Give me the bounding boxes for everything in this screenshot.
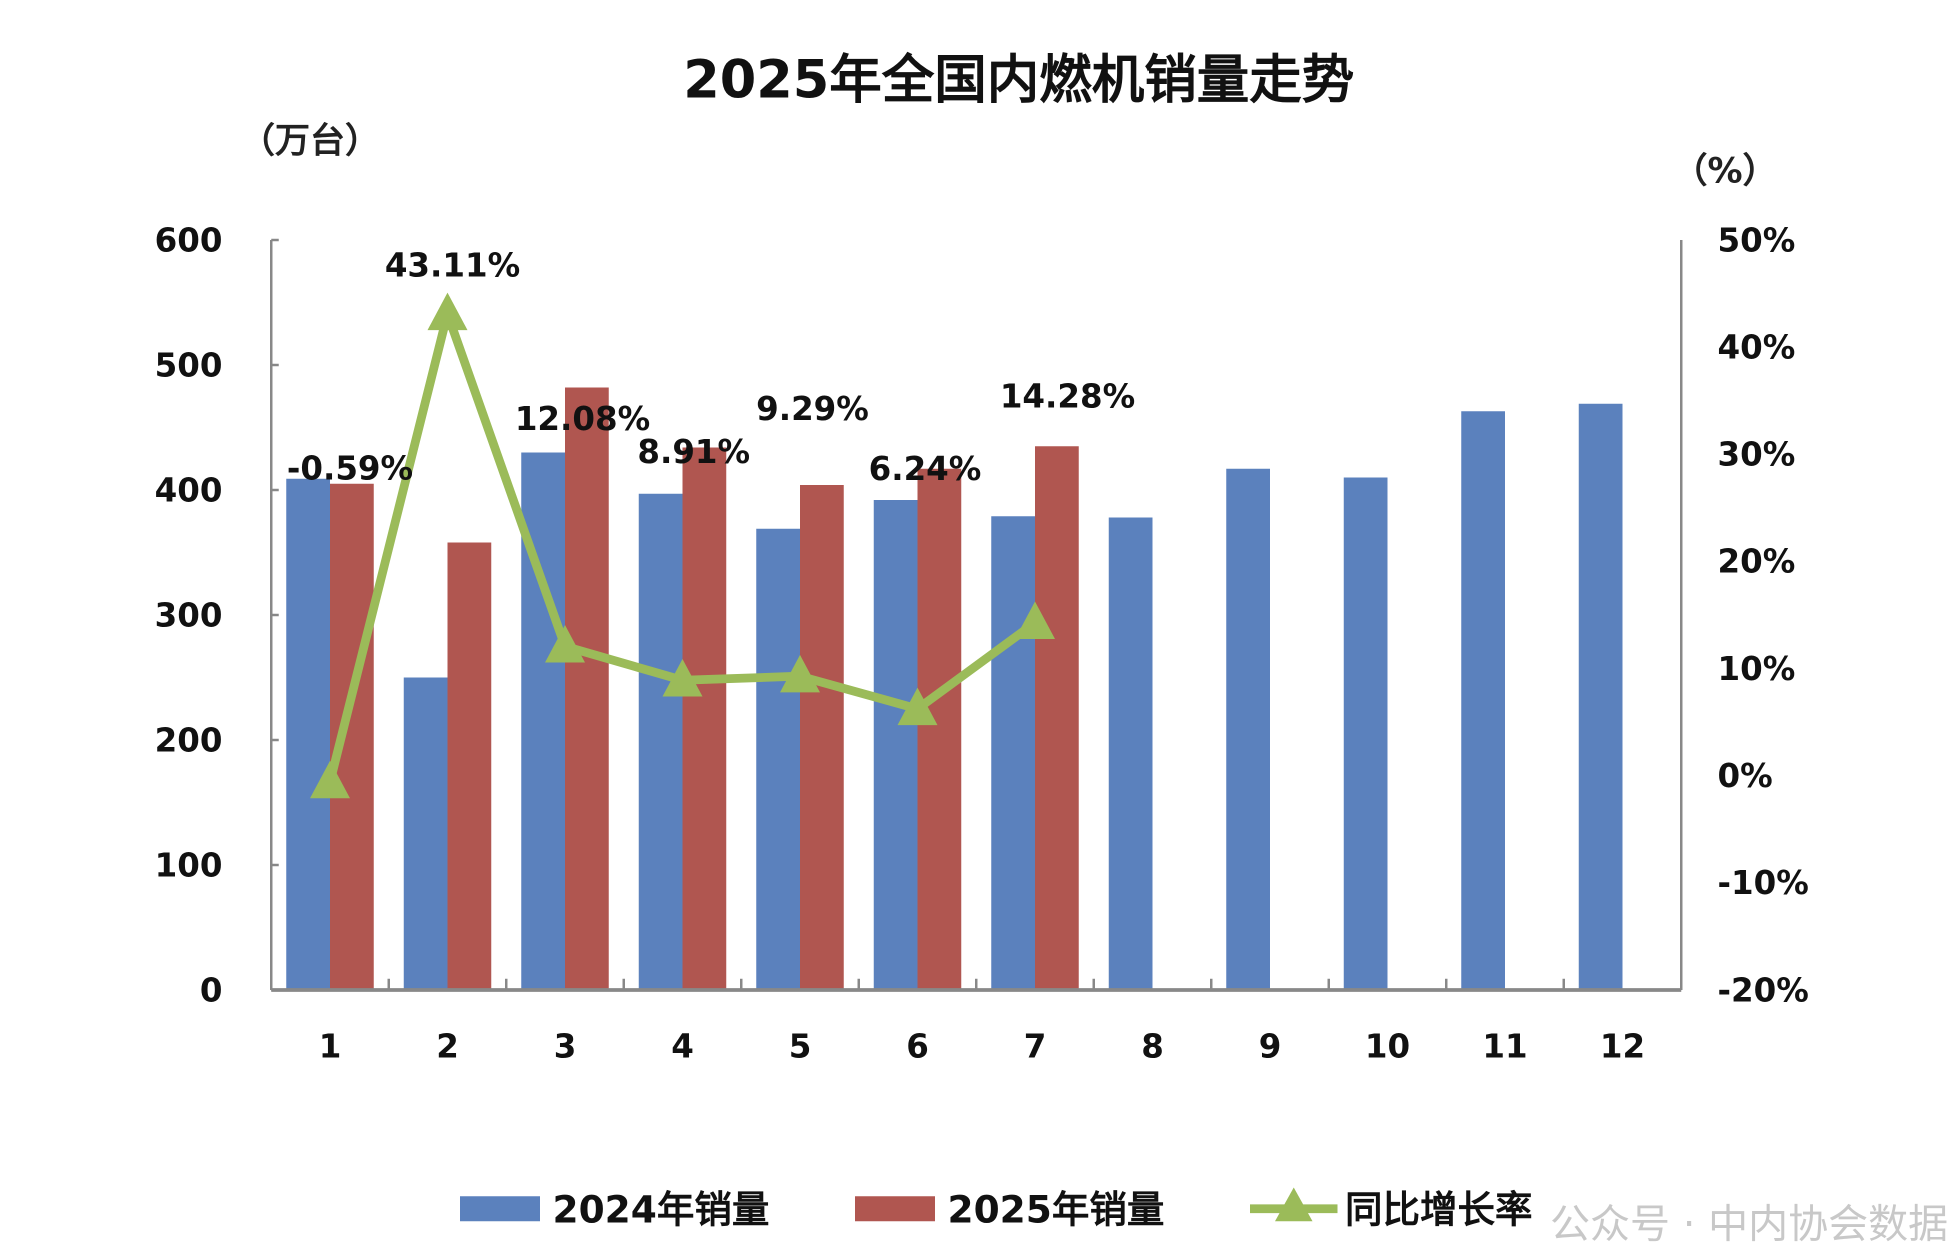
bar-2024-month-1 bbox=[286, 478, 330, 990]
bar-2024-month-4 bbox=[638, 493, 683, 990]
growth-data-label: 12.08% bbox=[515, 400, 650, 438]
left-tick-label: 200 bbox=[155, 721, 223, 759]
bar-2025-month-1 bbox=[330, 483, 374, 990]
right-tick-label: 20% bbox=[1718, 543, 1796, 581]
bar-2025-month-4 bbox=[682, 447, 727, 990]
left-axis-unit: （万台） bbox=[240, 122, 380, 162]
growth-data-label: 9.29% bbox=[756, 390, 869, 428]
x-tick-label: 12 bbox=[1600, 1028, 1645, 1066]
x-tick-label: 3 bbox=[554, 1028, 577, 1066]
growth-data-label: 43.11% bbox=[385, 246, 520, 284]
growth-marker-month-5 bbox=[780, 654, 820, 693]
x-tick-label: 10 bbox=[1365, 1028, 1410, 1066]
growth-marker-month-3 bbox=[545, 625, 585, 663]
left-tick-label: 0 bbox=[200, 971, 223, 1009]
growth-data-label: 14.28% bbox=[1000, 378, 1135, 416]
right-tick-label: 10% bbox=[1718, 650, 1796, 688]
growth-data-label: 8.91% bbox=[637, 433, 750, 471]
right-tick-label: -10% bbox=[1718, 864, 1809, 902]
bar-2024-month-5 bbox=[756, 528, 800, 990]
left-tick-label: 500 bbox=[155, 346, 223, 384]
x-tick-label: 2 bbox=[436, 1028, 459, 1066]
left-tick-label: 600 bbox=[155, 221, 223, 259]
legend-swatch bbox=[460, 1196, 540, 1222]
bar-2024-month-7 bbox=[991, 516, 1035, 990]
growth-data-label: -0.59% bbox=[287, 450, 413, 488]
growth-data-label: 6.24% bbox=[869, 450, 982, 488]
bar-2025-month-5 bbox=[800, 485, 844, 990]
x-tick-label: 4 bbox=[671, 1028, 694, 1066]
growth-marker-month-7 bbox=[1015, 601, 1055, 639]
x-tick-label: 1 bbox=[319, 1028, 342, 1066]
x-tick-label: 11 bbox=[1482, 1028, 1527, 1066]
right-tick-label: 0% bbox=[1718, 757, 1773, 795]
bar-2024-month-2 bbox=[403, 677, 448, 990]
bar-2025-month-3 bbox=[565, 387, 609, 990]
growth-marker-month-4 bbox=[662, 659, 703, 697]
left-tick-label: 100 bbox=[155, 846, 223, 884]
legend-label: 2024年销量 bbox=[553, 1188, 770, 1232]
legend-label: 2025年销量 bbox=[948, 1188, 1165, 1232]
bar-2024-month-10 bbox=[1343, 477, 1388, 990]
bar-2024-month-8 bbox=[1108, 517, 1153, 990]
left-tick-label: 400 bbox=[155, 471, 223, 509]
legend-label: 同比增长率 bbox=[1345, 1188, 1533, 1232]
chart-title: 2025年全国内燃机销量走势 bbox=[683, 50, 1354, 111]
legend-triangle-icon bbox=[1275, 1187, 1313, 1222]
right-tick-label: -20% bbox=[1718, 971, 1809, 1009]
watermark: 公众号 · 中内协会数据 bbox=[1550, 1202, 1948, 1248]
bar-2024-month-9 bbox=[1226, 468, 1270, 990]
x-tick-label: 5 bbox=[789, 1028, 812, 1066]
bar-2025-month-2 bbox=[447, 542, 492, 990]
bar-2025-month-7 bbox=[1035, 446, 1079, 990]
right-tick-label: 30% bbox=[1718, 436, 1796, 474]
growth-marker-month-2 bbox=[427, 292, 468, 331]
bar-2024-month-11 bbox=[1461, 411, 1505, 990]
left-tick-label: 300 bbox=[155, 596, 223, 634]
x-tick-label: 6 bbox=[906, 1028, 929, 1066]
x-tick-label: 9 bbox=[1259, 1028, 1282, 1066]
bar-2024-month-12 bbox=[1578, 403, 1623, 990]
bar-2025-month-6 bbox=[917, 468, 962, 990]
x-tick-label: 7 bbox=[1024, 1028, 1047, 1066]
right-axis-unit: （%） bbox=[1672, 152, 1777, 192]
bar-2024-month-6 bbox=[873, 500, 918, 990]
right-tick-label: 50% bbox=[1718, 221, 1796, 259]
x-tick-label: 8 bbox=[1141, 1028, 1164, 1066]
right-tick-label: 40% bbox=[1718, 328, 1796, 366]
growth-marker-month-6 bbox=[897, 687, 938, 726]
growth-marker-month-1 bbox=[310, 760, 350, 799]
legend-swatch bbox=[855, 1196, 935, 1222]
